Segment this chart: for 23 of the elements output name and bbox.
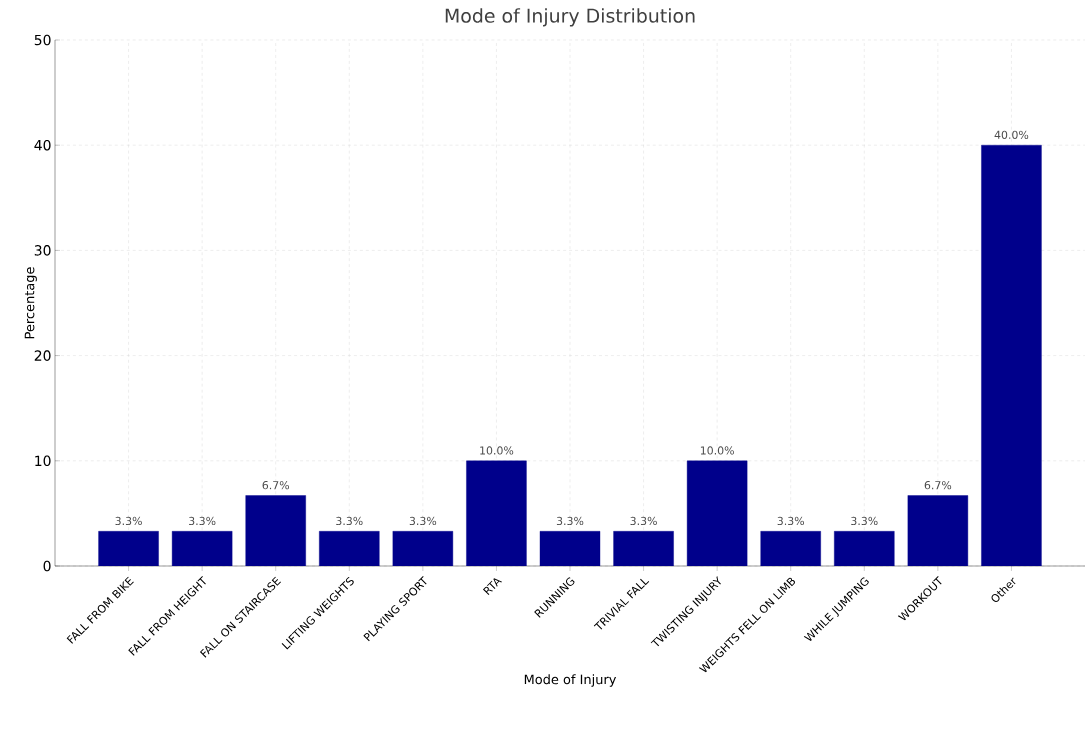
data-label: 6.7% [262, 481, 290, 490]
y-tick-label: 10 [35, 455, 51, 467]
data-label: 3.3% [409, 516, 437, 526]
y-tick-label: 40 [34, 139, 51, 151]
data-label: 10.0% [700, 446, 734, 455]
data-label: 3.3% [777, 516, 805, 526]
chart-title: Mode of Injury Distribution [445, 8, 695, 27]
y-axis-title: Percentage [24, 267, 37, 339]
data-label: 3.3% [556, 516, 584, 526]
data-label: 40.0% [994, 130, 1029, 139]
data-label: 3.3% [336, 516, 363, 526]
data-label: 3.3% [189, 516, 216, 526]
data-label: 6.7% [924, 481, 952, 490]
y-tick-label: 30 [34, 245, 51, 256]
data-label: 3.3% [630, 516, 657, 526]
x-tick-label: RTA [482, 578, 503, 596]
data-label: 10.0% [480, 446, 514, 455]
y-tick-label: 0 [43, 560, 51, 572]
y-tick-label: 20 [34, 350, 51, 361]
x-axis-title: Mode of Injury [524, 674, 617, 687]
y-tick-label: 50 [34, 34, 51, 46]
data-label: 3.3% [115, 516, 142, 526]
data-label: 3.3% [851, 516, 878, 526]
